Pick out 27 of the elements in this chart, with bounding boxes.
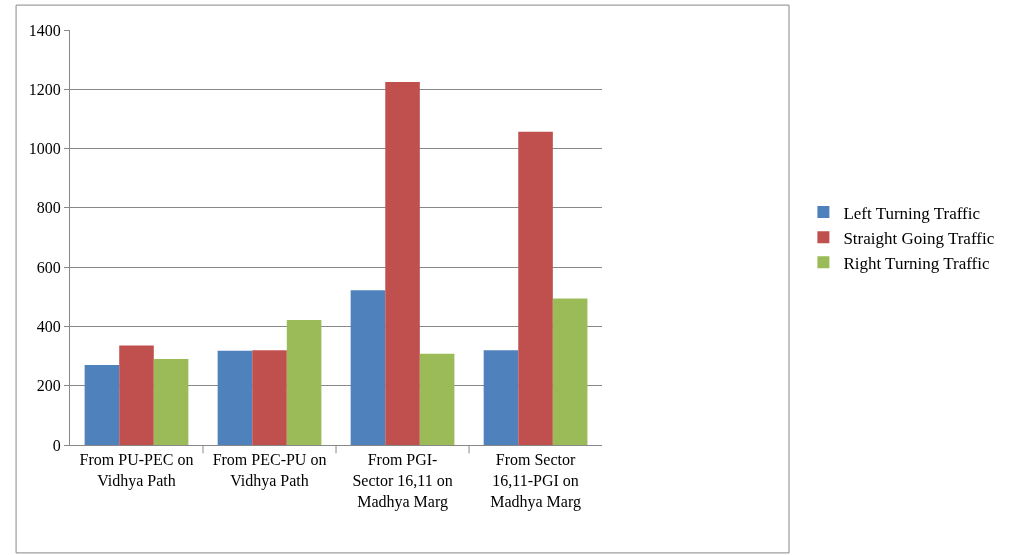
x-tick-label: From Sector 16,11-PGI on Madhya Marg [490, 451, 581, 511]
x-tick-label: From PEC-PU on Vidhya Path [212, 451, 327, 490]
bar [119, 345, 154, 445]
legend-label: Right Turning Traffic [843, 253, 990, 273]
bar [385, 81, 420, 445]
y-tick-label: 1000 [28, 140, 61, 158]
y-tick-label: 0 [52, 436, 61, 454]
bar [217, 350, 253, 445]
x-tick-label: From PU-PEC on Vidhya Path [79, 451, 194, 490]
legend-label: Left Turning Traffic [843, 203, 981, 223]
legend-label: Straight Going Traffic [843, 228, 995, 248]
y-tick-label: 600 [36, 258, 61, 276]
x-tick-label: From PGI- Sector 16,11 on Madhya Marg [352, 451, 453, 511]
y-tick-label: 800 [36, 199, 61, 217]
bar [518, 131, 553, 445]
y-tick-label: 1400 [28, 21, 61, 39]
bar [419, 353, 455, 445]
bar [350, 290, 386, 445]
bar [286, 319, 322, 445]
bar [483, 350, 519, 445]
bar [552, 298, 588, 445]
y-tick-label: 400 [36, 318, 61, 336]
bar [84, 364, 120, 445]
y-tick-label: 200 [36, 377, 61, 395]
bar [252, 350, 287, 445]
y-tick-label: 1200 [28, 80, 61, 98]
bar [153, 359, 189, 445]
